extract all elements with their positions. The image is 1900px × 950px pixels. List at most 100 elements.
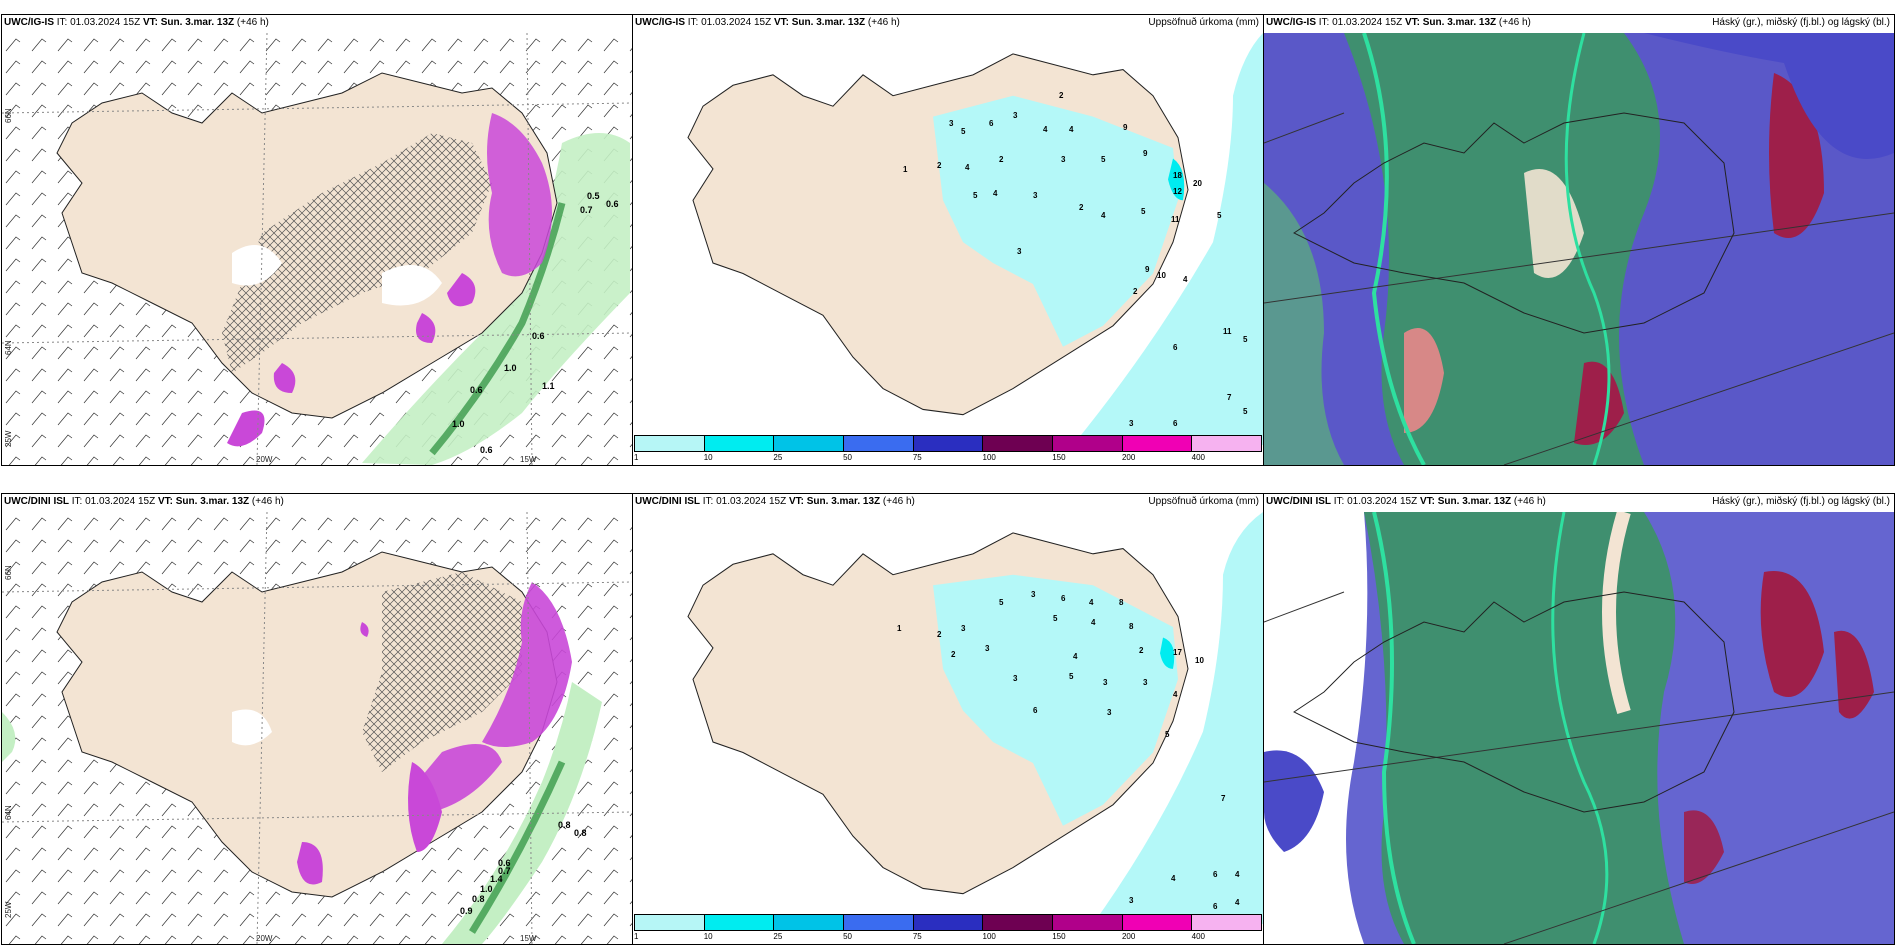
it-value: 01.03.2024 15Z — [701, 17, 772, 28]
lead-time: (+46 h) — [1498, 17, 1531, 28]
vt-label: VT: — [1419, 496, 1435, 507]
colorbar-tick: 150 — [1052, 453, 1066, 462]
colorbar-ticks: 1 10 25 50 75 100 150 200 400 — [634, 453, 1262, 463]
colorbar-tick: 50 — [843, 932, 853, 941]
precip-value: 3 — [1033, 191, 1038, 200]
precip-panel-bottom: UWC/DINI ISL IT: 01.03.2024 15Z VT: Sun.… — [632, 493, 1264, 945]
colorbar-segment — [1122, 915, 1193, 930]
precip-value: 4 — [993, 189, 998, 198]
precip-value: 17 — [1173, 648, 1182, 657]
precip-value: 5 — [1217, 211, 1222, 220]
precip-value: 4 — [1235, 870, 1240, 879]
model-name: UWC/DINI ISL — [635, 496, 700, 507]
colorbar-tick: 1 — [634, 932, 639, 941]
colorbar-tick: 150 — [1052, 932, 1066, 941]
wind-value: 0.6 — [470, 385, 483, 395]
colorbar-segment — [983, 915, 1054, 930]
precip-value: 5 — [1243, 407, 1248, 416]
wind-value: 0.6 — [480, 445, 493, 455]
it-label: IT: — [1318, 17, 1330, 28]
colorbar-segment — [844, 915, 914, 930]
precip-value: 5 — [973, 191, 978, 200]
axis-label-66n: 66N — [4, 565, 13, 580]
axis-label-64n: 64N — [4, 340, 13, 355]
panel-title: UWC/IG-IS IT: 01.03.2024 15Z VT: Sun. 3.… — [4, 17, 269, 28]
precip-colorbar — [634, 914, 1262, 931]
precip-map — [633, 33, 1263, 445]
precip-value: 12 — [1173, 187, 1182, 196]
cloud-map — [1264, 512, 1894, 944]
colorbar-tick: 75 — [912, 932, 922, 941]
colorbar-segment — [1053, 436, 1123, 451]
cloud-title: Háský (gr.), miðský (fj.bl.) og lágský (… — [1712, 496, 1890, 507]
precip-value: 7 — [1221, 794, 1226, 803]
precip-value: 5 — [1069, 672, 1074, 681]
panel-title: UWC/DINI ISL IT: 01.03.2024 15Z VT: Sun.… — [4, 496, 284, 507]
wind-value: 1.0 — [480, 884, 493, 894]
precip-value: 10 — [1195, 656, 1204, 665]
wind-value: 0.8 — [574, 828, 587, 838]
axis-label-15w: 15W — [520, 934, 537, 943]
wind-value: 0.7 — [498, 866, 511, 876]
precip-value: 7 — [1227, 393, 1232, 402]
colorbar-segment — [704, 915, 775, 930]
vt-value: Sun. 3.mar. 13Z — [175, 496, 250, 507]
wind-value: 0.6 — [606, 199, 619, 209]
precip-value: 5 — [1243, 335, 1248, 344]
precip-value: 3 — [1013, 111, 1018, 120]
vt-value: Sun. 3.mar. 13Z — [160, 17, 235, 28]
vt-value: Sun. 3.mar. 13Z — [1437, 496, 1512, 507]
cloud-title: Háský (gr.), miðský (fj.bl.) og lágský (… — [1712, 17, 1890, 28]
precip-value: 6 — [1213, 902, 1218, 911]
precip-value: 3 — [1017, 247, 1022, 256]
it-label: IT: — [702, 496, 714, 507]
vt-value: Sun. 3.mar. 13Z — [806, 496, 881, 507]
precip-value: 6 — [1173, 419, 1178, 428]
wind-value: 0.6 — [532, 331, 545, 341]
colorbar-segment — [844, 436, 914, 451]
precip-value: 4 — [1235, 898, 1240, 907]
precip-value: 3 — [1129, 419, 1134, 428]
precip-value: 5 — [961, 127, 966, 136]
colorbar-segment — [1192, 436, 1262, 451]
precip-value: 10 — [1157, 271, 1166, 280]
lead-time: (+46 h) — [867, 17, 900, 28]
cloud-panel-top: UWC/IG-IS IT: 01.03.2024 15Z VT: Sun. 3.… — [1263, 14, 1895, 466]
precip-value: 9 — [1143, 149, 1148, 158]
wind-value: 0.7 — [580, 205, 593, 215]
cloud-panel-bottom: UWC/DINI ISL IT: 01.03.2024 15Z VT: Sun.… — [1263, 493, 1895, 945]
lead-time: (+46 h) — [251, 496, 284, 507]
precip-value: 3 — [1143, 678, 1148, 687]
model-name: UWC/DINI ISL — [4, 496, 69, 507]
model-name: UWC/IG-IS — [1266, 17, 1316, 28]
precip-value: 6 — [1173, 343, 1178, 352]
precip-value: 2 — [937, 630, 942, 639]
colorbar-tick: 25 — [773, 932, 783, 941]
precip-value: 2 — [999, 155, 1004, 164]
wind-snow-map — [2, 33, 632, 465]
wind-snow-panel-top: UWC/IG-IS IT: 01.03.2024 15Z VT: Sun. 3.… — [1, 14, 633, 466]
precip-value: 8 — [1129, 622, 1134, 631]
precip-value: 6 — [1213, 870, 1218, 879]
precip-value: 4 — [965, 163, 970, 172]
colorbar-tick: 400 — [1191, 932, 1206, 941]
cloud-map — [1264, 33, 1894, 465]
colorbar-tick: 50 — [843, 453, 853, 462]
colorbar-tick: 200 — [1121, 932, 1136, 941]
colorbar-tick: 200 — [1121, 453, 1136, 462]
precip-map — [633, 512, 1263, 924]
it-value: 01.03.2024 15Z — [1347, 496, 1418, 507]
colorbar-tick: 100 — [982, 932, 996, 941]
precip-value: 3 — [1061, 155, 1066, 164]
precip-value: 3 — [1129, 896, 1134, 905]
wind-value: 0.5 — [587, 191, 600, 201]
precip-value: 1 — [897, 624, 902, 633]
colorbar-ticks: 1 10 25 50 75 100 150 200 400 — [634, 932, 1262, 942]
precip-value: 4 — [1101, 211, 1106, 220]
model-name: UWC/DINI ISL — [1266, 496, 1331, 507]
panel-title: UWC/DINI ISL IT: 01.03.2024 15Z VT: Sun.… — [1266, 496, 1546, 507]
panel-title: UWC/IG-IS IT: 01.03.2024 15Z VT: Sun. 3.… — [635, 17, 900, 28]
precip-value: 2 — [1059, 91, 1064, 100]
wind-value: 1.1 — [542, 381, 555, 391]
panel-title: UWC/IG-IS IT: 01.03.2024 15Z VT: Sun. 3.… — [1266, 17, 1531, 28]
